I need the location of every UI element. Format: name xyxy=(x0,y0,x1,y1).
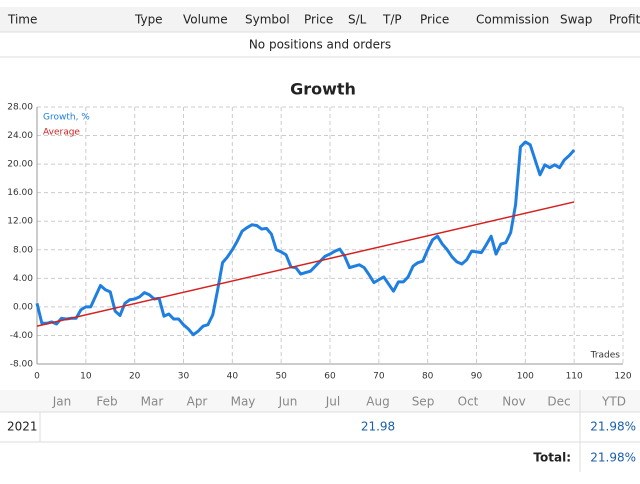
legend-label: Growth, % xyxy=(43,113,90,123)
month-header: Dec xyxy=(547,395,570,409)
total-label: Total: xyxy=(533,451,571,465)
x-tick-label: 80 xyxy=(422,372,434,382)
month-header: Jul xyxy=(325,395,340,409)
y-tick-label: -8.00 xyxy=(10,360,34,370)
column-header: Time xyxy=(7,13,37,27)
column-header: Type xyxy=(134,13,163,27)
month-header: May xyxy=(231,395,256,409)
x-tick-label: 70 xyxy=(373,372,385,382)
x-tick-label: 120 xyxy=(614,372,631,382)
y-tick-label: 4.00 xyxy=(13,274,33,284)
month-header: Jun xyxy=(278,395,298,409)
x-tick-label: 10 xyxy=(80,372,92,382)
empty-message: No positions and orders xyxy=(249,38,391,52)
column-header: T/P xyxy=(382,13,402,27)
y-tick-label: 8.00 xyxy=(13,245,33,255)
column-header: Commission xyxy=(476,13,549,27)
y-tick-label: 0.00 xyxy=(13,302,33,312)
x-tick-label: 20 xyxy=(129,372,141,382)
x-axis-label: Trades xyxy=(590,351,621,361)
column-header: Volume xyxy=(183,13,228,27)
header-bg xyxy=(0,7,640,32)
months-bg xyxy=(0,390,640,412)
y-tick-label: 12.00 xyxy=(7,217,33,227)
column-header: Symbol xyxy=(245,13,290,27)
x-tick-label: 50 xyxy=(275,372,287,382)
year-label: 2021 xyxy=(7,420,38,434)
month-header: Mar xyxy=(141,395,164,409)
total-value: 21.98% xyxy=(590,451,636,465)
y-tick-label: 28.00 xyxy=(7,103,33,113)
x-tick-label: 0 xyxy=(34,372,40,382)
chart-title: Growth xyxy=(290,80,356,99)
x-tick-label: 90 xyxy=(471,372,483,382)
column-header: Price xyxy=(304,13,333,27)
month-header: Apr xyxy=(187,395,208,409)
ytd-value: 21.98% xyxy=(590,420,636,434)
month-header: Feb xyxy=(96,395,117,409)
month-header: Sep xyxy=(412,395,435,409)
y-tick-label: 20.00 xyxy=(7,160,33,170)
x-tick-label: 30 xyxy=(178,372,190,382)
column-header: Swap xyxy=(560,13,592,27)
series-line xyxy=(36,201,575,327)
x-tick-label: 100 xyxy=(517,372,534,382)
column-header: Price xyxy=(420,13,449,27)
month-header: Aug xyxy=(366,395,389,409)
x-tick-label: 60 xyxy=(324,372,336,382)
series-line xyxy=(35,140,576,337)
column-header: S/L xyxy=(348,13,367,27)
column-header: Profit xyxy=(609,13,640,27)
y-tick-label: 16.00 xyxy=(7,188,33,198)
year-value: 21.98 xyxy=(361,420,395,434)
month-header: Oct xyxy=(458,395,479,409)
x-tick-label: 40 xyxy=(227,372,239,382)
y-tick-label: 24.00 xyxy=(7,131,33,141)
month-header: Jan xyxy=(52,395,72,409)
x-tick-label: 110 xyxy=(566,372,583,382)
month-header: YTD xyxy=(601,395,626,409)
legend-label: Average xyxy=(43,128,80,138)
month-header: Nov xyxy=(502,395,525,409)
y-tick-label: -4.00 xyxy=(10,331,34,341)
